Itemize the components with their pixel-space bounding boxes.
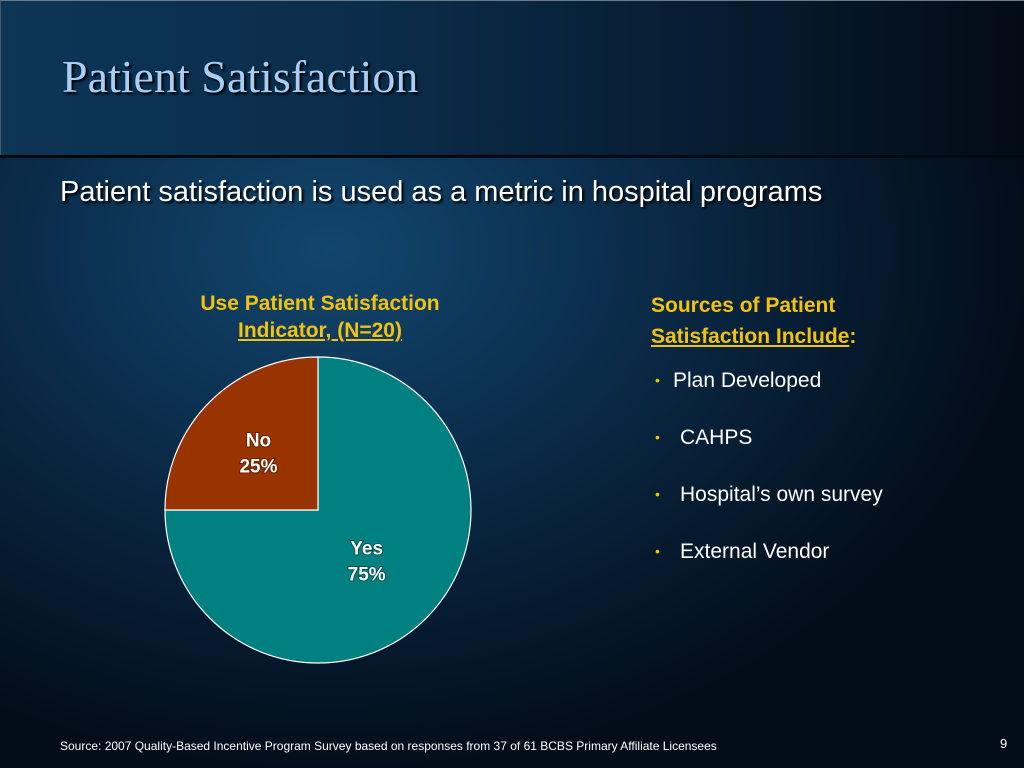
header-divider (0, 155, 1024, 158)
chart-title-line2: Indicator, (N=20) (238, 319, 402, 342)
pie-slice-no (164, 356, 319, 511)
source-item-text: CAHPS (680, 426, 753, 449)
sources-heading-line2: Satisfaction Include (651, 325, 850, 348)
chart-title: Use Patient Satisfaction Indicator, (N=2… (150, 290, 490, 344)
slide-subtitle: Patient satisfaction is used as a metric… (60, 176, 823, 208)
pie-percent-no: 25% (239, 456, 277, 477)
sources-heading: Sources of Patient Satisfaction Include: (651, 290, 971, 352)
title-banner (0, 0, 1024, 156)
bullet-icon: • (655, 486, 660, 502)
pie-label-no: No (246, 430, 271, 451)
page-number: 9 (1000, 736, 1008, 751)
sources-heading-line1: Sources of Patient (651, 294, 836, 317)
pie-slice-yes (164, 356, 472, 664)
source-item-text: Plan Developed (673, 369, 822, 392)
sources-heading-colon: : (849, 325, 857, 348)
source-item-text: External Vendor (680, 540, 830, 563)
footer-source-note: Source: 2007 Quality-Based Incentive Pro… (60, 739, 717, 753)
source-item-text: Hospital’s own survey (680, 483, 883, 506)
bullet-icon: • (655, 543, 660, 559)
slide-title: Patient Satisfaction (62, 51, 419, 102)
pie-percent-yes: 75% (348, 565, 386, 586)
bullet-icon: • (655, 429, 660, 445)
chart-title-line1: Use Patient Satisfaction (200, 292, 440, 315)
pie-label-yes: Yes (350, 539, 383, 560)
bullet-icon: • (655, 372, 660, 388)
